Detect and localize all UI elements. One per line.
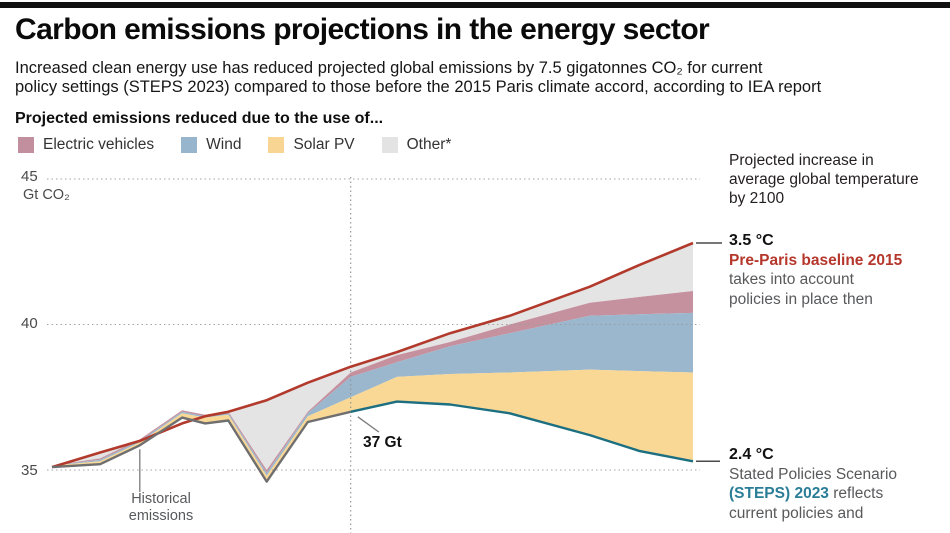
legend-item: Wind — [181, 136, 241, 154]
legend-swatch — [181, 137, 198, 153]
y-axis-tick-35: 35 — [21, 462, 38, 479]
baseline-annotation: 3.5 °C Pre-Paris baseline 2015 takes int… — [729, 231, 947, 309]
baseline-temperature: 3.5 °C — [729, 232, 774, 249]
legend-swatch — [268, 137, 285, 153]
band-wind — [52, 312, 693, 476]
subtitle: Increased clean energy use has reduced p… — [15, 59, 821, 96]
legend: Electric vehicles Wind Solar PV Other* — [18, 136, 451, 154]
y-axis-tick-45: 45 — [21, 168, 38, 185]
legend-item: Other* — [381, 136, 452, 154]
top-accent-bar — [0, 2, 950, 8]
legend-item: Solar PV — [268, 136, 355, 154]
chart-section-label: Projected emissions reduced due to the u… — [15, 110, 384, 127]
legend-label: Electric vehicles — [43, 136, 155, 153]
baseline-scenario-name: Pre-Paris baseline 2015 — [729, 251, 903, 269]
current-value-pointer-line — [357, 416, 380, 433]
y-axis-tick-40: 40 — [21, 315, 38, 332]
subtitle-line-1: Increased clean energy use has reduced p… — [15, 59, 763, 77]
legend-item: Electric vehicles — [18, 136, 154, 154]
steps-temperature: 2.4 °C — [729, 446, 774, 463]
legend-swatch — [18, 137, 34, 153]
current-value-label: 37 Gt — [363, 434, 402, 451]
legend-label: Other* — [406, 136, 452, 153]
temperature-header: Projected increase in average global tem… — [729, 152, 919, 207]
line-steps-2023 — [350, 400, 694, 463]
band-ev — [52, 291, 693, 473]
legend-label: Wind — [206, 136, 242, 153]
band-solar — [52, 369, 693, 482]
y-axis-unit: Gt CO₂ — [23, 187, 70, 203]
legend-label: Solar PV — [293, 136, 355, 153]
steps-scenario-name: (STEPS) 2023 — [729, 485, 829, 502]
line-emissions-historical — [51, 410, 351, 483]
page-title: Carbon emissions projections in the ener… — [15, 13, 710, 46]
legend-swatch — [381, 137, 398, 153]
subtitle-line-2: policy settings (STEPS 2023) compared to… — [15, 77, 822, 96]
historical-emissions-label: Historical emissions — [128, 491, 194, 524]
steps-annotation: 2.4 °C Stated Policies Scenario (STEPS) … — [729, 445, 947, 523]
